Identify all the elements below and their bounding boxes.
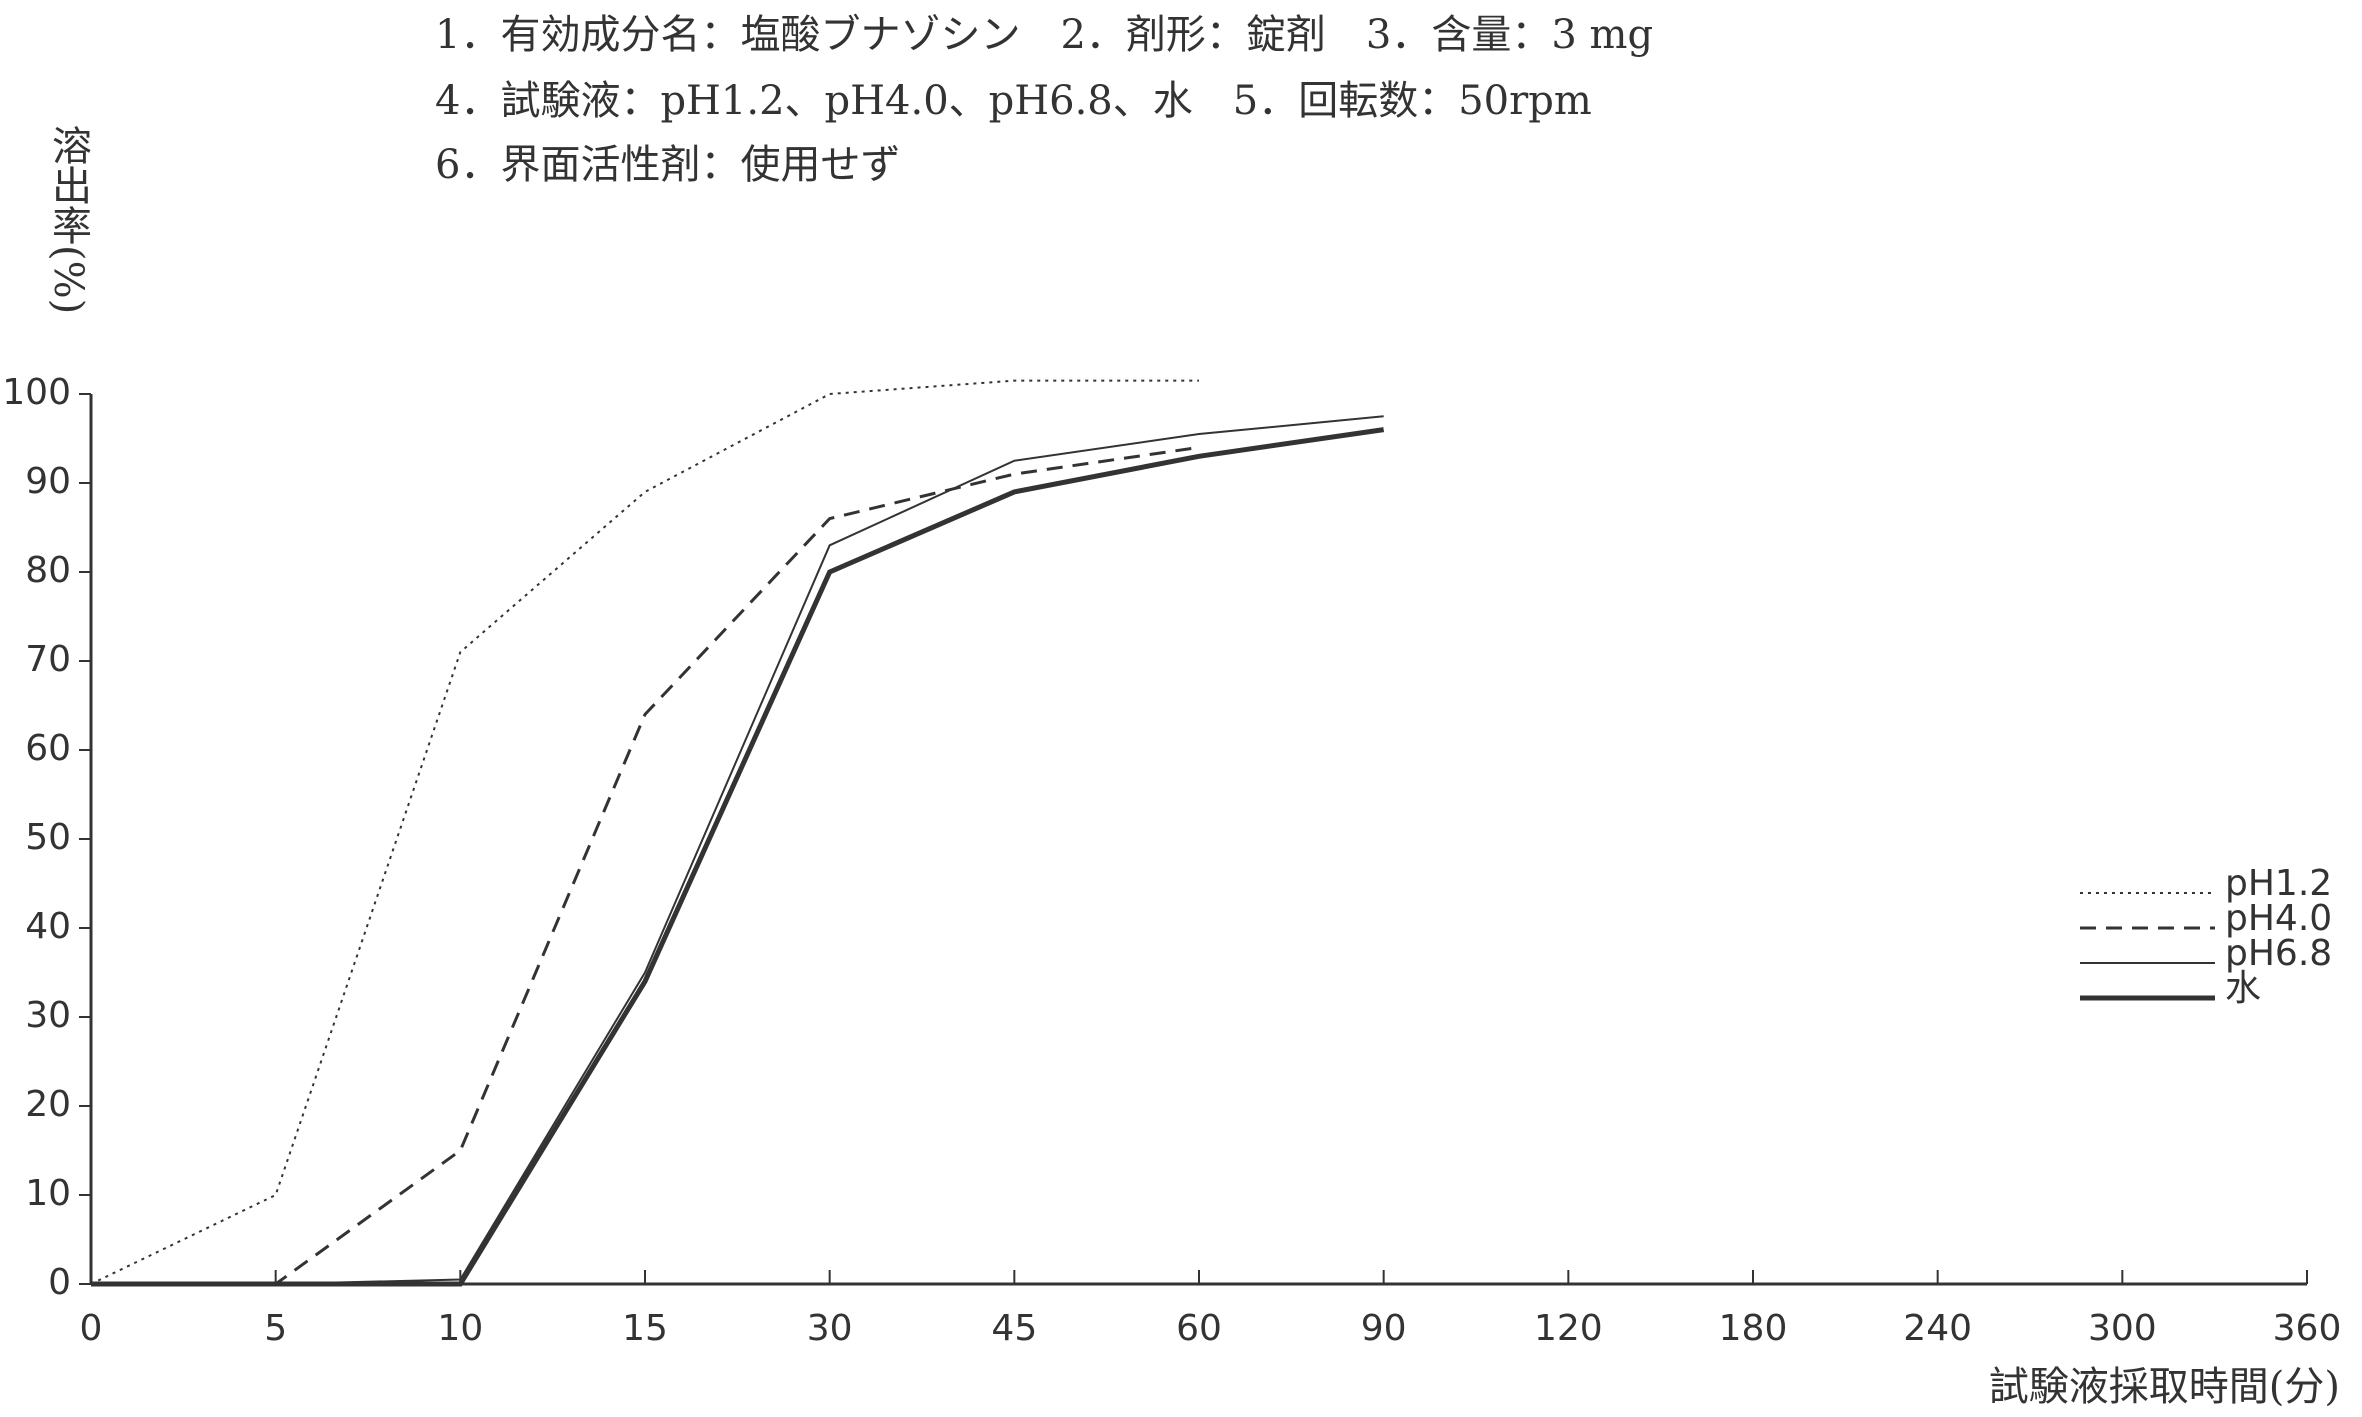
y-tick-label: 60 <box>25 728 71 769</box>
x-tick-label: 300 <box>2088 1308 2157 1349</box>
x-tick-label: 180 <box>1719 1308 1788 1349</box>
x-tick-label: 45 <box>991 1308 1037 1349</box>
legend-label: pH1.2 <box>2225 863 2332 904</box>
y-axis-label: 溶出率(%) <box>45 125 91 314</box>
y-tick-label: 10 <box>25 1173 71 1214</box>
annotation: 1．有効成分名：塩酸ブナゾシン 2．剤形：錠剤 3．含量：3 mg <box>435 12 1653 58</box>
x-tick-label: 5 <box>264 1308 287 1349</box>
legend-label: pH6.8 <box>2225 933 2332 974</box>
y-tick-label: 40 <box>25 906 71 947</box>
x-tick-label: 240 <box>1903 1308 1972 1349</box>
y-tick-label: 70 <box>25 639 71 680</box>
y-tick-label: 90 <box>25 461 71 502</box>
y-tick-label: 100 <box>2 372 71 413</box>
y-tick-label: 0 <box>48 1262 71 1303</box>
annotation: 4．試験液：pH1.2、pH4.0、pH6.8、水 5．回転数：50rpm <box>435 78 1592 124</box>
data-line <box>91 415 1384 1285</box>
legend-label: 水 <box>2225 968 2261 1009</box>
annotation: 6．界面活性剤：使用せず <box>435 142 900 188</box>
y-tick-label: 30 <box>25 995 71 1036</box>
y-tick-label: 20 <box>25 1084 71 1125</box>
x-axis-label: 試験液採取時間(分) <box>1989 1364 2340 1410</box>
x-tick-label: 15 <box>622 1308 668 1349</box>
y-tick-label: 50 <box>25 817 71 858</box>
x-tick-label: 360 <box>2273 1308 2342 1349</box>
legend-label: pH4.0 <box>2225 898 2332 939</box>
data-line <box>91 445 1200 1286</box>
x-tick-label: 60 <box>1176 1308 1222 1349</box>
x-tick-label: 30 <box>807 1308 853 1349</box>
y-tick-label: 80 <box>25 550 71 591</box>
x-tick-label: 90 <box>1361 1308 1407 1349</box>
data-line <box>91 427 1385 1287</box>
data-line <box>90 379 1199 1285</box>
x-tick-label: 120 <box>1534 1308 1603 1349</box>
x-tick-label: 0 <box>80 1308 103 1349</box>
x-tick-label: 10 <box>437 1308 483 1349</box>
